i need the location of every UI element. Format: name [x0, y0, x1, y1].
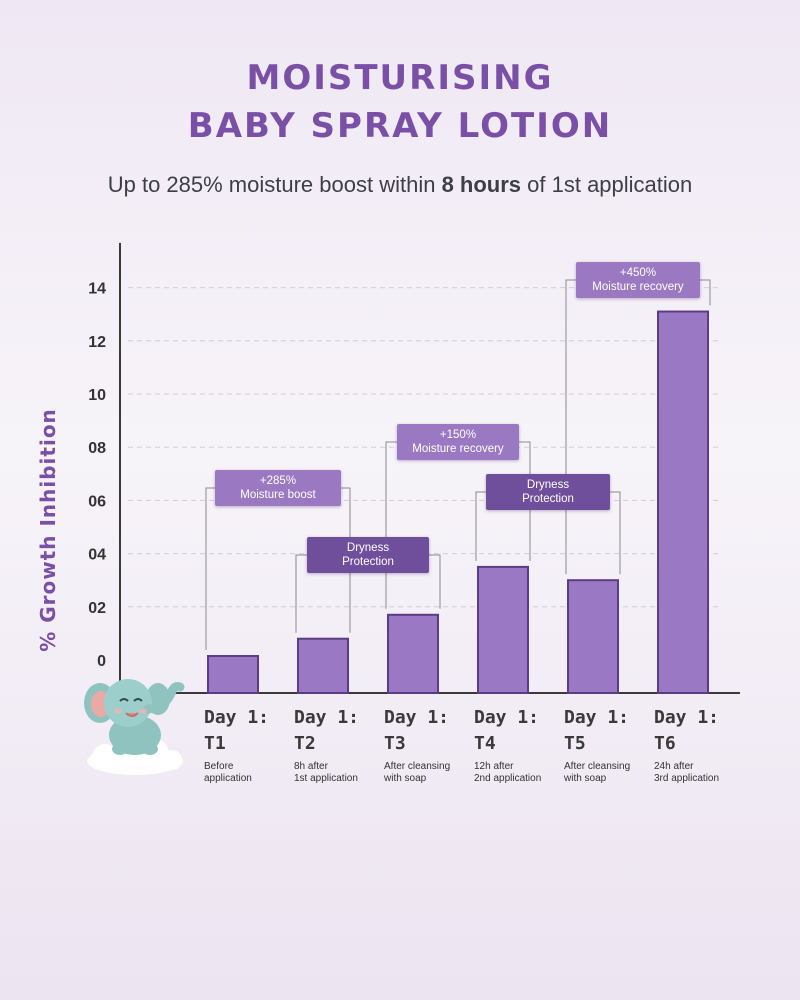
annotation-bracket	[519, 441, 531, 561]
description-line: 1st application	[294, 773, 358, 784]
bar	[567, 579, 619, 695]
bar	[387, 613, 439, 695]
x-category-label-line: Day 1:	[474, 707, 540, 728]
subtitle-bold: 8 hours	[441, 172, 522, 197]
x-category-label-line: T5	[564, 733, 586, 754]
description-line: 8h after	[294, 761, 328, 772]
x-category-label-line: Day 1:	[204, 707, 270, 728]
description-line: with soap	[564, 773, 607, 784]
subtitle: Up to 285% moisture boost within 8 hours…	[0, 172, 800, 198]
y-tick-label: 02	[88, 600, 106, 617]
annotation-bracket	[205, 487, 215, 651]
annotation-line: Moisture recovery	[592, 281, 684, 293]
bar	[297, 637, 349, 694]
annotation-bracket	[341, 487, 351, 633]
annotation-line: Dryness	[526, 479, 570, 491]
annotation-callout: +150% Moisture recovery	[397, 424, 519, 460]
x-category-label: Day 1: T1	[204, 705, 294, 757]
x-category-label-line: T1	[204, 733, 226, 754]
annotation-line: Moisture recovery	[412, 443, 504, 455]
description-line: with soap	[384, 773, 427, 784]
y-tick-label: 12	[88, 334, 106, 351]
x-category-description: 12h after 2nd application	[474, 761, 569, 785]
x-category-description: Before application	[204, 761, 299, 785]
annotation-line: Protection	[522, 493, 574, 505]
annotation-bracket	[700, 279, 711, 306]
annotation-line: Protection	[342, 556, 394, 568]
description-line: application	[204, 773, 252, 784]
y-tick-label: 06	[88, 493, 106, 510]
subtitle-pre: Up to 285% moisture boost within	[107, 172, 442, 197]
bar	[207, 655, 259, 695]
annotation-line: Moisture boost	[240, 489, 316, 501]
annotation-bracket	[565, 279, 576, 575]
annotation-callout: +450% Moisture recovery	[576, 262, 700, 298]
x-category-label: Day 1: T6	[654, 705, 744, 757]
y-tick-label: 14	[88, 281, 106, 298]
x-category-description: After cleansing with soap	[564, 761, 659, 785]
elephant-mascot-icon	[84, 679, 185, 775]
annotation-callout: Dryness Protection	[307, 537, 429, 573]
title-line-1: MOISTURISING	[246, 58, 554, 98]
annotation-callout: Dryness Protection	[486, 474, 610, 510]
x-category-label: Day 1: T2	[294, 705, 384, 757]
subtitle-post: of 1st application	[521, 172, 693, 197]
x-category-label-line: Day 1:	[654, 707, 720, 728]
annotation-bracket	[429, 554, 441, 609]
annotation-bracket	[475, 491, 486, 561]
annotation-bracket	[295, 554, 307, 633]
annotation-callout: +285% Moisture boost	[215, 470, 341, 506]
x-category-label-line: Day 1:	[564, 707, 630, 728]
x-category-description: 8h after 1st application	[294, 761, 389, 785]
x-category-label: Day 1: T5	[564, 705, 654, 757]
description-line: Before	[204, 761, 234, 772]
x-category-label: Day 1: T4	[474, 705, 564, 757]
title-line-2: BABY SPRAY LOTION	[187, 106, 613, 146]
x-category-description: After cleansing with soap	[384, 761, 479, 785]
description-line: 24h after	[654, 761, 694, 772]
x-category-description: 24h after 3rd application	[654, 761, 749, 785]
annotation-line: Dryness	[346, 542, 390, 554]
description-line: After cleansing	[384, 761, 451, 772]
annotation-bracket	[610, 491, 621, 575]
y-tick-label: 0	[97, 653, 106, 670]
bar	[657, 310, 709, 694]
y-tick-label: 10	[88, 387, 106, 404]
y-tick-label: 08	[88, 440, 106, 457]
bar	[477, 565, 529, 695]
annotation-line: +450%	[619, 267, 657, 279]
x-category-label-line: Day 1:	[294, 707, 360, 728]
y-tick-label: 04	[88, 547, 106, 564]
x-category-label-line: T6	[654, 733, 676, 754]
description-line: 3rd application	[654, 773, 720, 784]
annotation-bracket	[385, 441, 397, 609]
description-line: 2nd application	[474, 773, 542, 784]
x-category-label-line: Day 1:	[384, 707, 450, 728]
x-category-label: Day 1: T3	[384, 705, 474, 757]
annotation-line: +150%	[439, 429, 477, 441]
x-category-label-line: T2	[294, 733, 316, 754]
description-line: After cleansing	[564, 761, 631, 772]
x-category-label-line: T4	[474, 733, 496, 754]
annotation-line: +285%	[259, 475, 297, 487]
description-line: 12h after	[474, 761, 514, 772]
x-category-label-line: T3	[384, 733, 406, 754]
